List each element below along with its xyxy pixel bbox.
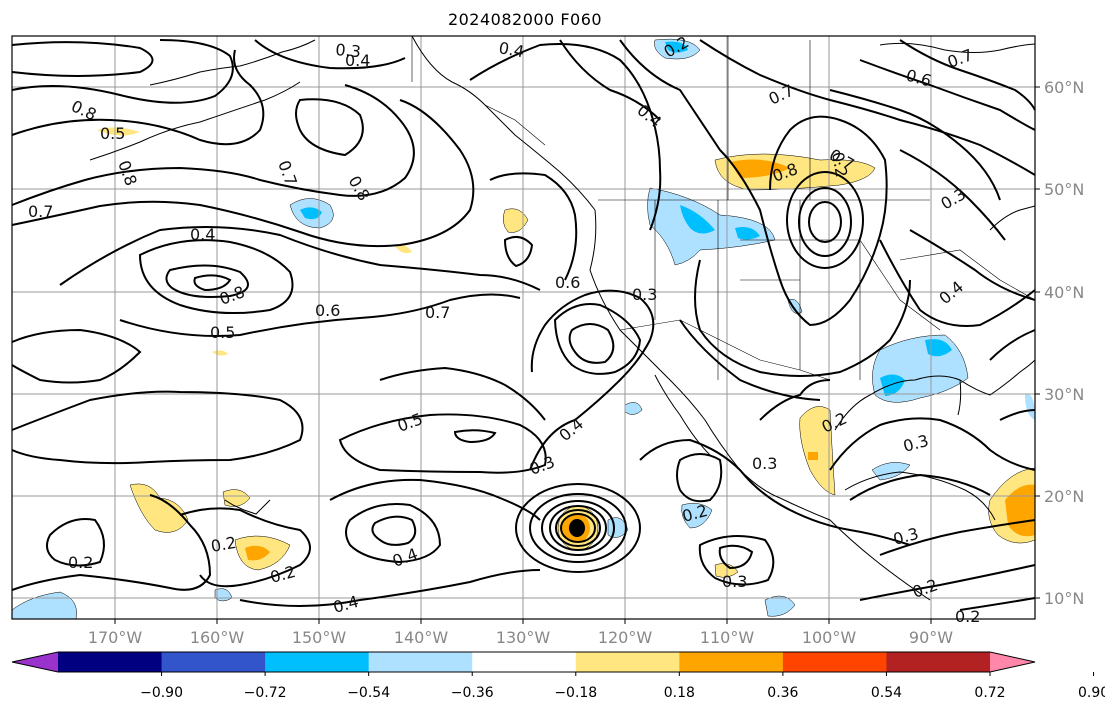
colorbar-segment: [782, 652, 887, 672]
latitude-label: 50°N: [1044, 180, 1084, 199]
contour-label: 0.3: [335, 40, 362, 61]
longitude-label: 90°W: [909, 628, 953, 647]
shading-layer: [11, 38, 1036, 620]
latitude-label: 30°N: [1044, 385, 1084, 404]
colorbar-extend-high: [990, 652, 1035, 672]
latitude-axis: 60°N 50°N 40°N 30°N 20°N 10°N: [1044, 78, 1084, 608]
contour-lines: [11, 39, 1036, 611]
contour-label: 0.4: [497, 38, 525, 61]
contour-label: 0.5: [210, 323, 235, 342]
longitude-label: 130°W: [496, 628, 551, 647]
colorbar-segment: [472, 652, 577, 672]
longitude-label: 160°W: [190, 628, 245, 647]
colorbar-outline: [11, 651, 1036, 673]
latitude-label: 10°N: [1044, 589, 1084, 608]
colorbar-ticks: −0.90 −0.72 −0.54 −0.36 −0.18 0.18 0.36 0.54 0.7…: [140, 672, 1105, 701]
colorbar-segment: [575, 652, 680, 672]
contour-label: 0.2: [828, 150, 851, 178]
colorbar-segment: [58, 652, 163, 672]
colorbar-segments: [12, 652, 1035, 672]
contour-label: 0.6: [315, 301, 340, 320]
contour-label: 0.4: [345, 51, 370, 70]
latitude-label: 40°N: [1044, 283, 1084, 302]
longitude-label: 150°W: [292, 628, 347, 647]
colorbar-tick-label: 0.18: [664, 685, 695, 701]
contour-label: 0.2: [68, 553, 93, 572]
contour-label: 0.3: [752, 454, 777, 473]
contour-label: 0.2: [955, 607, 980, 626]
colorbar: −0.90 −0.72 −0.54 −0.36 −0.18 0.18 0.36 0.54 0.7…: [11, 651, 1105, 701]
longitude-label: 170°W: [88, 628, 143, 647]
longitude-label: 140°W: [394, 628, 449, 647]
borders: [411, 36, 1036, 381]
contour-label: 0.3: [722, 572, 747, 591]
colorbar-tick-label: −0.36: [451, 685, 494, 701]
colorbar-tick-label: 0.90: [1078, 685, 1105, 701]
longitude-axis: 170°W 160°W 150°W 140°W 130°W 120°W 110°…: [88, 628, 953, 647]
latitude-label: 60°N: [1044, 78, 1084, 97]
contour-label: 0.2: [209, 533, 237, 556]
colorbar-tick-label: −0.90: [140, 685, 183, 701]
colorbar-extend-low: [12, 652, 58, 672]
longitude-label: 120°W: [598, 628, 653, 647]
colorbar-tick-label: −0.18: [554, 685, 597, 701]
map-title: 2024082000 F060: [447, 10, 603, 29]
colorbar-segment: [161, 652, 266, 672]
longitude-label: 100°W: [802, 628, 857, 647]
contour-label: 0.5: [100, 124, 125, 143]
axis-ticks: [114, 86, 1040, 624]
contour-label: 0.4: [190, 225, 215, 244]
colorbar-segment: [368, 652, 473, 672]
colorbar-tick-label: −0.54: [347, 685, 390, 701]
colorbar-tick-label: −0.72: [244, 685, 287, 701]
contour-label: 0.3: [632, 285, 657, 304]
colorbar-tick-label: 0.54: [871, 685, 902, 701]
contour-label: 0.6: [555, 273, 580, 292]
graticule: [12, 36, 1035, 619]
contour-label: 0.7: [425, 303, 450, 322]
longitude-label: 110°W: [700, 628, 755, 647]
latitude-label: 20°N: [1044, 487, 1084, 506]
colorbar-tick-label: 0.36: [767, 685, 798, 701]
colorbar-segment: [265, 652, 370, 672]
colorbar-tick-label: 0.72: [974, 685, 1005, 701]
contour-label: 0.7: [28, 202, 53, 221]
colorbar-segment: [886, 652, 991, 672]
colorbar-segment: [679, 652, 784, 672]
